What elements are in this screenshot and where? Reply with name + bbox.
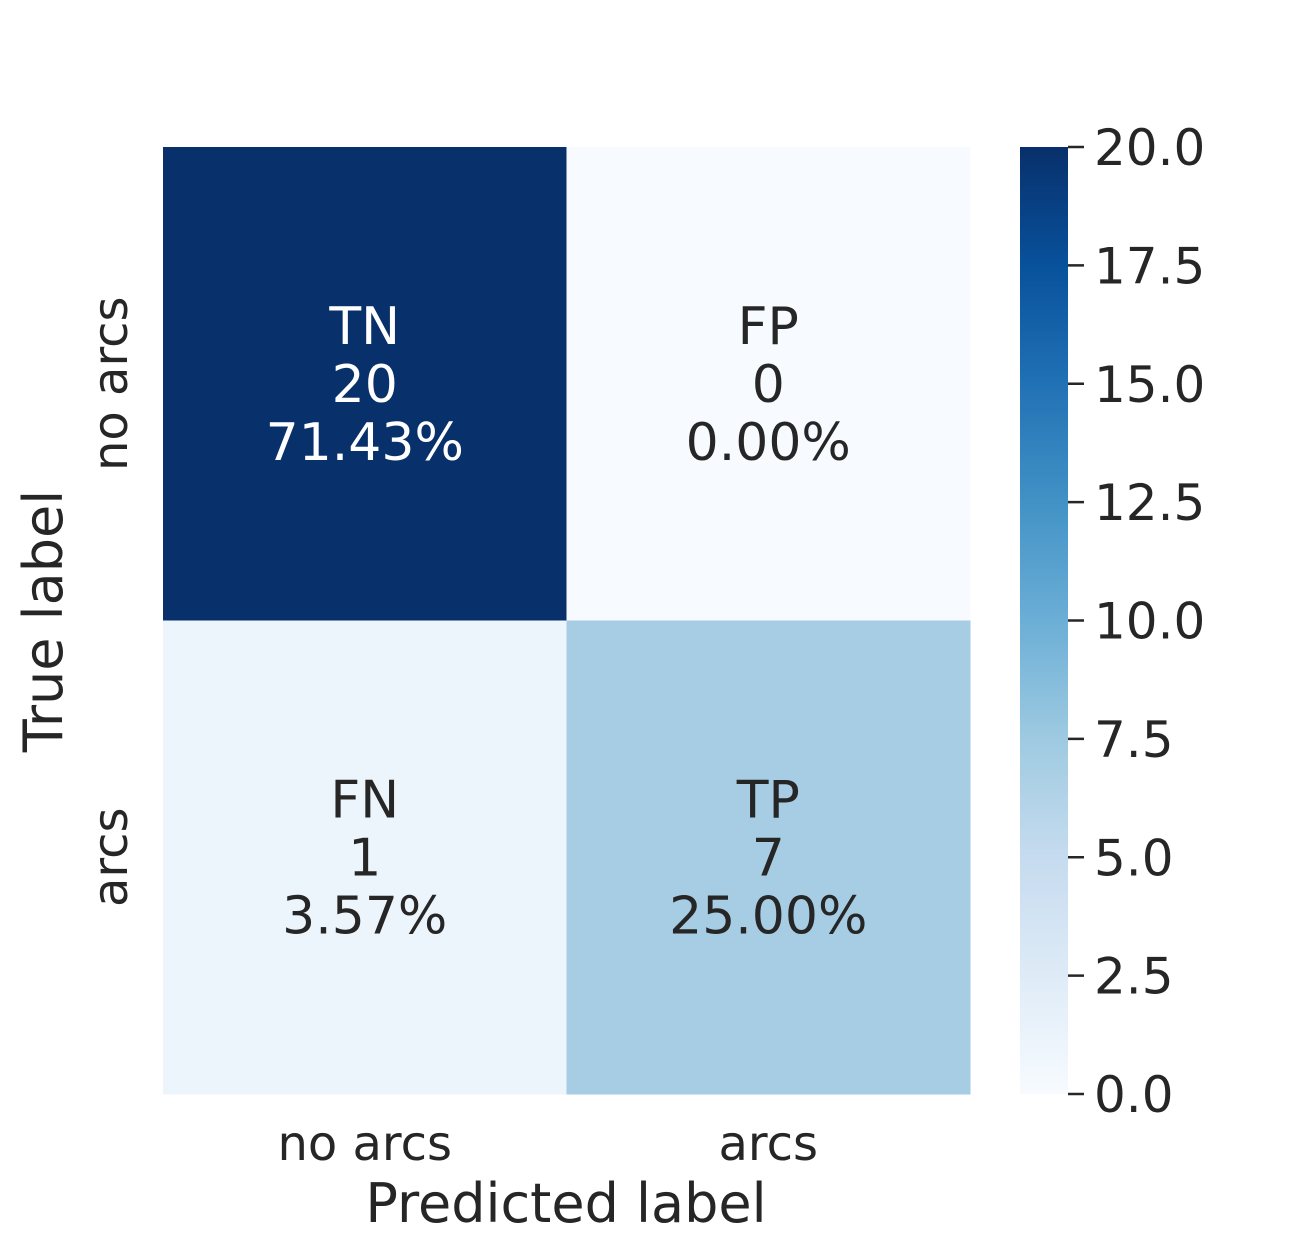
heatmap-cell-fp <box>566 147 971 621</box>
cell-count-fp: 0 <box>752 355 785 415</box>
y-axis-label: True label <box>12 490 75 753</box>
colorbar-tick-label: 2.5 <box>1094 948 1174 1006</box>
cell-label-fn: FN <box>330 770 399 830</box>
colorbar-tick-label: 10.0 <box>1094 593 1205 651</box>
x-tick-label: no arcs <box>277 1116 452 1172</box>
colorbar-tick-label: 15.0 <box>1094 356 1205 414</box>
cell-count-tp: 7 <box>752 828 785 888</box>
cell-percent-tn: 71.43% <box>266 413 464 473</box>
cell-label-tn: TN <box>328 297 400 357</box>
cell-count-fn: 1 <box>348 828 381 888</box>
y-tick-label: no arcs <box>83 296 139 471</box>
cell-label-tp: TP <box>736 770 800 830</box>
cell-percent-fn: 3.57% <box>282 886 447 946</box>
colorbar-tick-label: 20.0 <box>1094 119 1205 177</box>
colorbar-tick-label: 7.5 <box>1094 711 1174 769</box>
colorbar-tick-label: 5.0 <box>1094 829 1174 887</box>
cell-count-tn: 20 <box>332 355 398 415</box>
colorbar-tick-label: 17.5 <box>1094 237 1205 295</box>
colorbar <box>1020 147 1068 1094</box>
colorbar-tick-label: 12.5 <box>1094 474 1205 532</box>
cell-label-fp: FP <box>738 297 799 357</box>
y-tick-label: arcs <box>83 808 139 908</box>
heatmap-cells <box>163 147 971 1095</box>
x-tick-label: arcs <box>719 1116 819 1172</box>
cell-percent-tp: 25.00% <box>669 886 867 946</box>
heatmap-cell-tp <box>566 620 971 1095</box>
x-tick-labels: no arcs arcs <box>277 1116 818 1172</box>
cell-percent-fp: 0.00% <box>686 413 851 473</box>
colorbar-ticks: 0.0 2.5 5.0 7.5 10.0 12.5 15.0 17.5 20.0 <box>1068 119 1205 1124</box>
y-tick-labels: no arcs arcs <box>83 296 139 907</box>
heatmap-cell-fn <box>163 620 567 1095</box>
colorbar-tick-label: 0.0 <box>1094 1066 1174 1124</box>
x-axis-label: Predicted label <box>365 1172 766 1230</box>
heatmap-cell-tn <box>163 147 567 621</box>
